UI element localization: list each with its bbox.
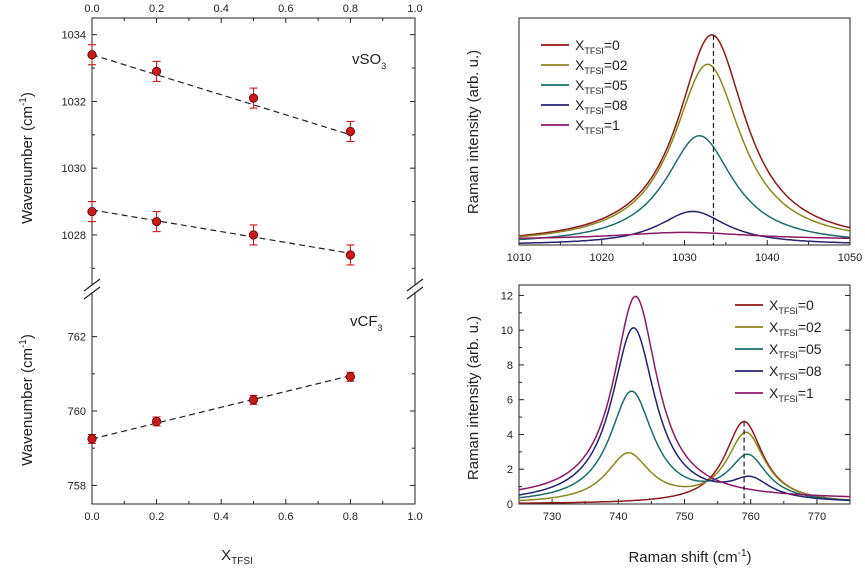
data-point xyxy=(248,230,259,240)
legend-label: XTFSI=0 xyxy=(575,37,620,56)
right-xlabel: Raman shift (cm-1) xyxy=(628,548,751,566)
legend-label: XTFSI=02 xyxy=(769,319,822,338)
spectrum-line xyxy=(518,390,851,501)
left-top-ylabel: Wavenumber (cm-1) xyxy=(18,92,36,224)
x-tick-label: 0.0 xyxy=(84,3,99,15)
data-point xyxy=(345,372,355,382)
data-point xyxy=(248,395,259,405)
x-tick-label: 1040 xyxy=(755,252,779,264)
axis-break-marks xyxy=(83,278,424,300)
left-bottom-ylabel: Wavenumber (cm-1) xyxy=(18,334,36,466)
data-point xyxy=(152,416,162,427)
spectrum-line xyxy=(519,210,850,244)
x-tick-label: 730 xyxy=(543,511,561,523)
legend-label: XTFSI=1 xyxy=(575,117,620,136)
x-tick-label: 1010 xyxy=(507,252,531,264)
y-tick-label: 10 xyxy=(501,325,513,337)
right-top-plot: 1010 1020 1030 1040 1050 XTFSI=0XTFSI=02XTFS… xyxy=(507,17,862,264)
x-tick-label: 1.0 xyxy=(407,3,422,15)
fit-line xyxy=(91,209,351,254)
x-tick-label: 750 xyxy=(675,511,693,523)
y-tick-label: 758 xyxy=(68,480,86,492)
x-tick-label: 1030 xyxy=(672,252,696,264)
legend-label: XTFSI=05 xyxy=(769,341,822,360)
spectrum-line xyxy=(518,431,851,502)
legend-label: XTFSI=05 xyxy=(575,77,628,96)
spectrum-line xyxy=(519,420,851,504)
spectrum-line xyxy=(518,231,851,240)
annotation-vso3: vSO3 xyxy=(352,51,386,71)
x-tick-label: 1020 xyxy=(590,252,614,264)
y-tick-label: 6 xyxy=(507,395,513,407)
legend-label: XTFSI=0 xyxy=(769,297,814,316)
x-tick-label: 760 xyxy=(742,511,760,523)
x-tick-label: 0.2 xyxy=(149,3,164,15)
data-point xyxy=(345,250,355,260)
x-tick-label: 0.4 xyxy=(214,511,229,523)
data-point xyxy=(87,206,97,217)
spectrum-line xyxy=(518,327,850,502)
x-tick-label: 0.8 xyxy=(343,511,358,523)
y-tick-label: 2 xyxy=(507,464,513,476)
data-point xyxy=(248,93,259,103)
x-tick-label: 1050 xyxy=(838,252,862,264)
spectrum-line xyxy=(518,295,850,498)
x-tick-label: 0.4 xyxy=(214,3,229,15)
x-tick-label: 740 xyxy=(609,511,627,523)
data-point xyxy=(87,434,97,444)
data-point xyxy=(87,50,97,60)
y-tick-label: 12 xyxy=(501,290,513,302)
x-tick-label: 0.2 xyxy=(149,511,164,523)
y-tick-label: 4 xyxy=(507,429,513,441)
legend-label: XTFSI=08 xyxy=(769,363,822,382)
x-tick-label: 770 xyxy=(808,511,826,523)
spectrum-line xyxy=(518,134,851,241)
x-tick-label: 0.6 xyxy=(278,3,293,15)
y-tick-label: 760 xyxy=(68,406,86,418)
x-tick-label: 0.6 xyxy=(278,511,293,523)
y-tick-label: 1028 xyxy=(62,230,86,242)
y-tick-label: 8 xyxy=(507,360,513,372)
y-tick-label: 1032 xyxy=(62,96,86,108)
spectrum-line xyxy=(518,34,851,237)
y-tick-label: 1034 xyxy=(62,30,86,42)
right-bottom-plot: 730 740 750 760 770 0 2 4 6 8 10 12 XTFSI=0 XTFSI=0… xyxy=(501,284,851,523)
y-tick-label: 1030 xyxy=(62,163,86,175)
y-tick-label: 0 xyxy=(507,499,513,511)
annotation-vcf3: vCF3 xyxy=(350,313,383,333)
right-top-ylabel: Raman intensity (arb. u.) xyxy=(465,50,482,214)
left-xlabel: XTFSI xyxy=(221,547,253,567)
left-top-plot: 0.0 0.2 0.4 0.6 0.8 1.0 1028 1030 1032 1034 vSO3 xyxy=(62,3,423,285)
legend-label: XTFSI=1 xyxy=(769,385,814,404)
data-point xyxy=(345,126,355,137)
legend-label: XTFSI=08 xyxy=(575,97,628,116)
right-bottom-ylabel: Raman intensity (arb. u.) xyxy=(465,316,482,480)
y-tick-label: 762 xyxy=(68,332,86,344)
data-point xyxy=(152,66,162,77)
spectrum-line xyxy=(518,63,851,238)
legend-label: XTFSI=02 xyxy=(575,57,628,76)
data-point xyxy=(152,216,162,227)
left-bottom-plot: 0.0 0.2 0.4 0.6 0.8 1.0 758 760 762 vCF3 xyxy=(68,292,423,523)
fit-line xyxy=(91,54,351,136)
x-tick-label: 0.0 xyxy=(84,511,99,523)
x-tick-label: 0.8 xyxy=(343,3,358,15)
x-tick-label: 1.0 xyxy=(407,511,422,523)
fit-line xyxy=(91,375,351,440)
